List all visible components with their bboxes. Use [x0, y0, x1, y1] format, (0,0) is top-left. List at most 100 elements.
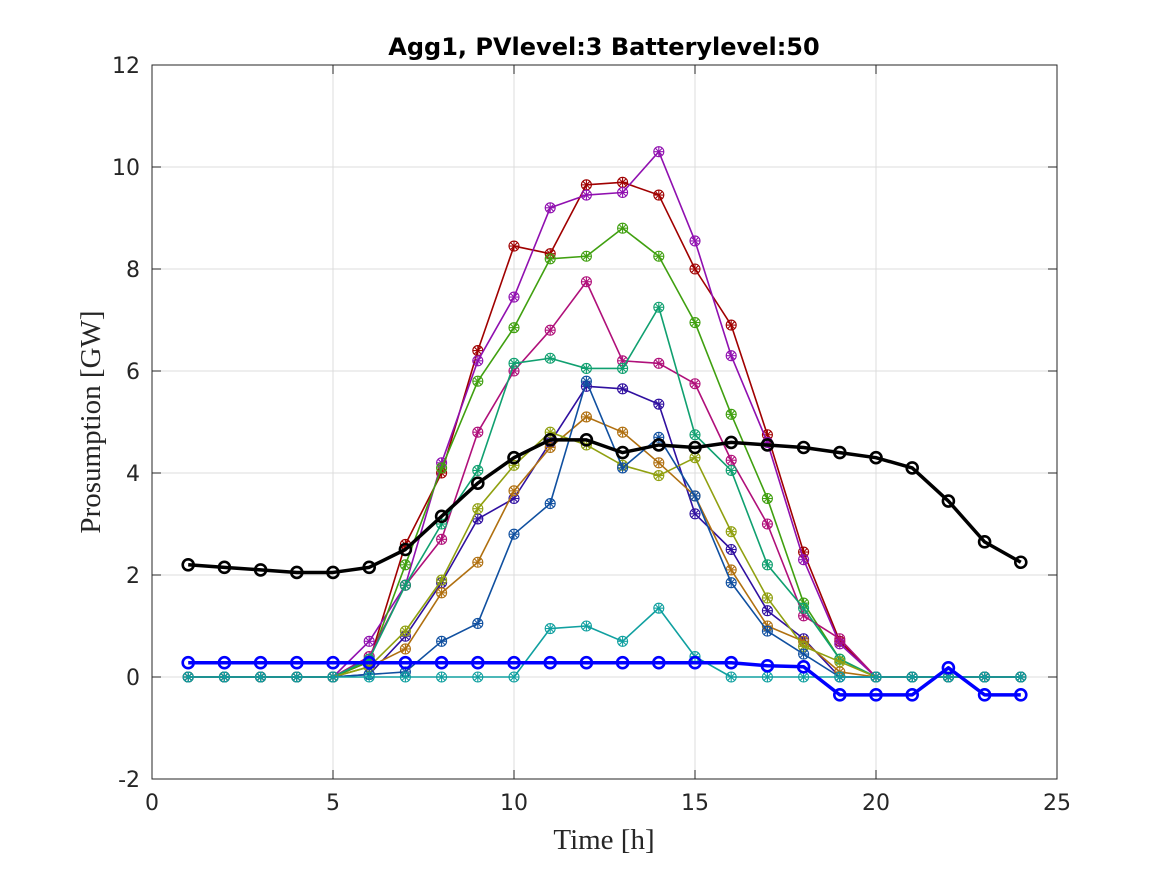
series-8-point	[508, 528, 520, 540]
series-10-point	[796, 440, 811, 455]
series-7-point	[653, 469, 665, 482]
series-6-point	[399, 643, 411, 655]
series-9-point	[580, 620, 592, 632]
series-11-point	[832, 688, 847, 702]
series-0-point	[653, 189, 665, 201]
series-10	[181, 433, 1028, 580]
series-10-point	[434, 509, 449, 524]
series-2-point	[580, 250, 592, 262]
series-2-point	[544, 253, 556, 265]
series-9-point	[255, 671, 267, 683]
series-7-point	[472, 503, 484, 515]
series-10-point	[362, 560, 377, 575]
series-7-point	[399, 625, 411, 637]
series-11-point	[688, 655, 702, 670]
series-11-point	[181, 655, 195, 670]
series-10-point	[869, 450, 883, 465]
series-7-point	[436, 574, 448, 586]
series-9-point	[472, 671, 484, 683]
series-10-point	[977, 535, 992, 549]
series-3-point	[834, 633, 846, 645]
series-9-point	[870, 671, 882, 683]
series-2-point	[689, 316, 701, 329]
x-tick-label: 0	[145, 791, 159, 816]
series-11-point	[362, 655, 377, 670]
series-11-point	[977, 688, 992, 702]
series-10-point	[289, 565, 304, 580]
series-2-point	[472, 375, 484, 387]
series-9-point	[1015, 671, 1027, 683]
series-9-point	[653, 602, 665, 614]
y-tick-label: -2	[118, 768, 140, 793]
series-11-point	[869, 688, 883, 702]
series-11-point	[579, 655, 594, 670]
series-10-point	[941, 494, 956, 508]
series-7-point	[761, 592, 773, 604]
y-tick-label: 8	[126, 258, 140, 283]
series-9-point	[834, 671, 846, 683]
series-8-point	[544, 498, 556, 510]
plot-background	[152, 65, 1057, 779]
x-tick-label: 20	[862, 791, 890, 816]
series-9-line	[188, 607, 1021, 678]
plot-frame	[151, 64, 1058, 780]
series-9-point	[906, 671, 918, 683]
series-8-point	[472, 617, 484, 630]
series-0-point	[508, 240, 520, 252]
series-9-point	[979, 671, 991, 683]
series-10-point	[832, 445, 847, 460]
series-10-point	[579, 433, 594, 447]
series-11-point	[470, 655, 485, 670]
series-6-point	[472, 556, 484, 568]
series-11	[181, 655, 1028, 702]
y-tick-label: 12	[112, 54, 140, 79]
series-10-point	[543, 433, 558, 447]
series-9-point	[363, 671, 375, 683]
series-6-point	[580, 411, 592, 423]
series-2-point	[399, 559, 411, 571]
x-axis-label: Time [h]	[553, 824, 654, 856]
series-8-point	[761, 625, 773, 637]
series-3-point	[689, 378, 701, 390]
series-4-point	[761, 559, 773, 571]
series-2-point	[653, 250, 665, 262]
series-9-point	[327, 671, 339, 683]
series-9-point	[218, 671, 230, 683]
x-tick-label: 25	[1043, 791, 1071, 816]
series-9-point	[942, 671, 954, 683]
series-5-point	[472, 513, 484, 525]
series-10-point	[651, 438, 666, 452]
series-1-point	[580, 189, 592, 201]
series-10-point	[1013, 555, 1028, 570]
series-6-point	[508, 485, 520, 497]
series-1-point	[725, 350, 737, 362]
series-5-point	[761, 605, 773, 617]
series-5-point	[653, 398, 665, 410]
series-4-point	[544, 352, 556, 364]
series-7-point	[798, 640, 810, 652]
series-9-point	[544, 622, 556, 635]
series-9-point	[761, 671, 773, 683]
series-11-point	[1013, 688, 1028, 702]
y-axis-label: Prosumption [GW]	[75, 310, 107, 533]
series-9-point	[436, 671, 448, 683]
series-4-point	[653, 301, 665, 313]
series-10-point	[507, 450, 521, 465]
series-8-point	[689, 490, 701, 502]
series-11-point	[434, 655, 449, 670]
series-9-point	[399, 671, 411, 683]
series-3-point	[725, 454, 737, 466]
series-11-point	[326, 655, 340, 670]
series-3-point	[653, 357, 665, 369]
series-layer	[181, 146, 1028, 702]
series-3-point	[436, 533, 448, 545]
series-3-point	[544, 324, 556, 336]
series-8-point	[617, 462, 629, 474]
series-2-point	[725, 408, 737, 420]
series-2-point	[617, 222, 629, 234]
series-8-point	[436, 635, 448, 647]
series-1-point	[798, 554, 810, 566]
series-10-point	[217, 560, 232, 575]
series-11-point	[217, 655, 232, 670]
